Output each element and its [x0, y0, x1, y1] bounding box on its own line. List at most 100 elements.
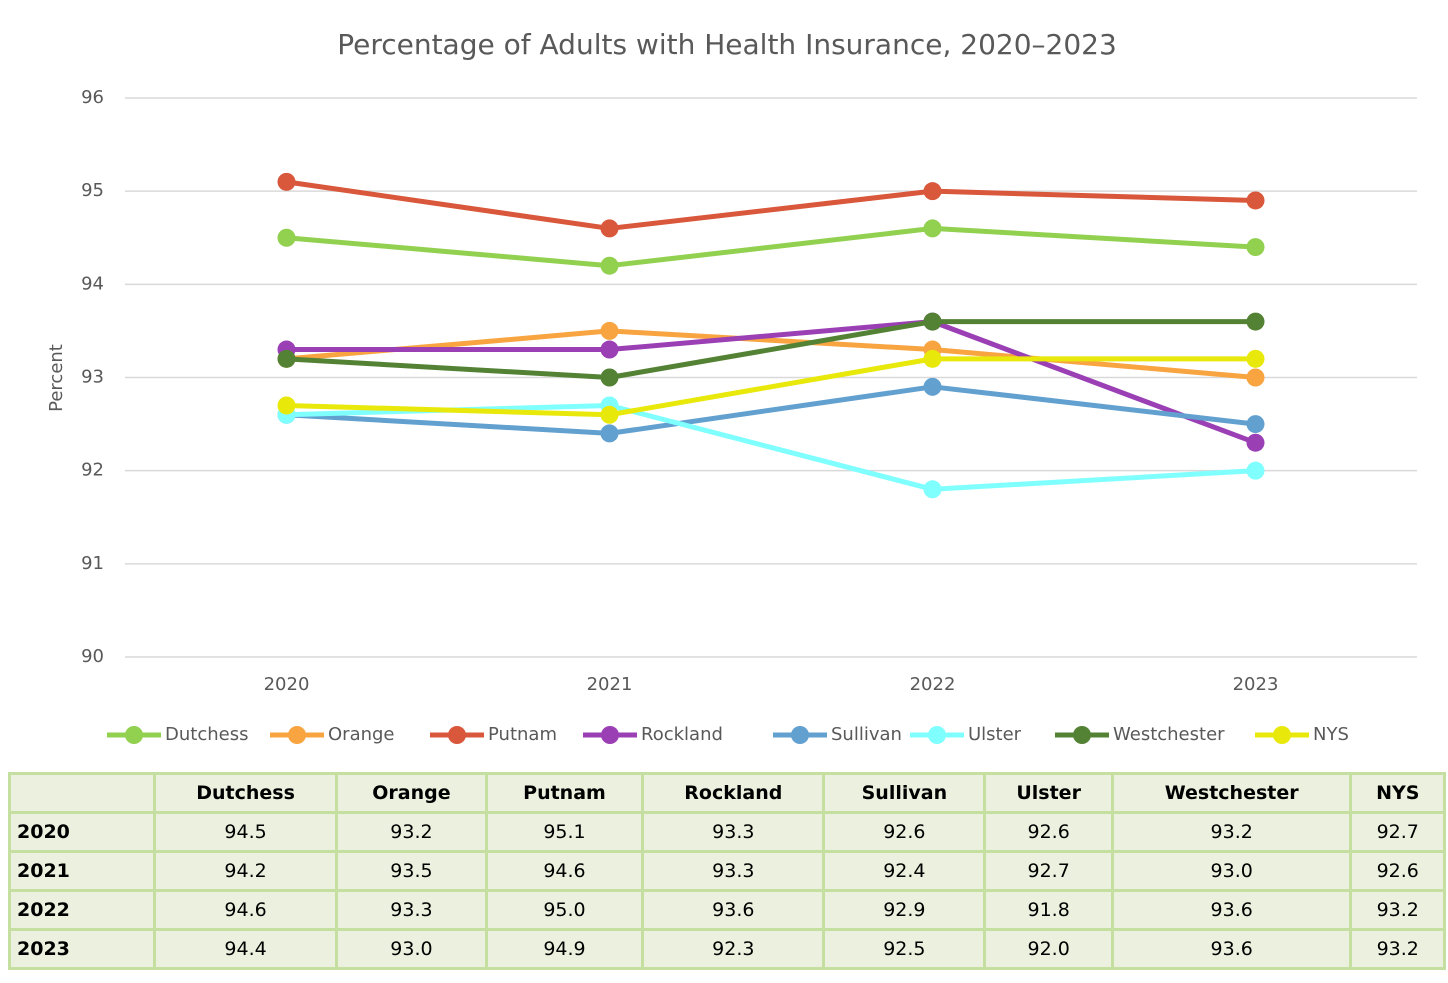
- table-cell: 94.9: [484, 928, 645, 970]
- series-marker: [923, 312, 942, 331]
- row-header: 2021: [8, 850, 156, 892]
- table-cell: 93.6: [1110, 928, 1353, 970]
- x-tick-label: 2021: [587, 674, 633, 695]
- column-header: Rockland: [641, 772, 826, 814]
- series-line: [286, 356, 1256, 418]
- series-marker: [1246, 312, 1265, 331]
- series-marker: [1246, 368, 1265, 387]
- y-tick-label: 93: [81, 367, 104, 388]
- table-cell: 94.4: [152, 928, 339, 970]
- table-cell: 94.5: [152, 811, 339, 853]
- series-marker: [600, 368, 619, 387]
- legend-label: Orange: [328, 724, 395, 745]
- series-marker: [1246, 415, 1265, 434]
- series-marker: [1246, 461, 1265, 480]
- column-header: Westchester: [1110, 772, 1353, 814]
- legend-label: Sullivan: [831, 724, 902, 745]
- y-tick-label: 94: [81, 273, 104, 294]
- chart-title: Percentage of Adults with Health Insuran…: [337, 28, 1117, 61]
- series-marker: [277, 228, 296, 247]
- series-marker: [277, 396, 296, 415]
- corner-cell: [8, 772, 156, 814]
- series-marker: [600, 405, 619, 424]
- table-cell: 92.7: [1349, 811, 1446, 853]
- table-cell: 93.6: [1110, 889, 1353, 931]
- series-line: [286, 319, 1257, 446]
- y-tick-label: 92: [81, 460, 104, 481]
- y-axis-label: Percent: [46, 344, 67, 412]
- table-row: 2021 94.2 93.5 94.6 93.3 92.4 92.7 93.0 92.6: [8, 850, 1446, 892]
- column-header: Orange: [335, 772, 488, 814]
- column-header: Putnam: [484, 772, 645, 814]
- table-cell: 94.6: [484, 850, 645, 892]
- table-cell: 92.7: [983, 850, 1114, 892]
- row-header: 2023: [8, 928, 156, 970]
- table-cell: 92.9: [822, 889, 987, 931]
- table-cell: 92.6: [983, 811, 1114, 853]
- series-marker: [600, 256, 619, 275]
- table-cell: 93.2: [1110, 811, 1353, 853]
- series-marker: [1246, 191, 1265, 210]
- series-marker: [923, 219, 942, 238]
- table-row: 2022 94.6 93.3 95.0 93.6 92.9 91.8 93.6 93.2: [8, 889, 1446, 931]
- series-line: [286, 328, 1256, 380]
- column-header: Sullivan: [822, 772, 987, 814]
- data-table: Dutchess Orange Putnam Rockland Sullivan Ulst…: [8, 772, 1446, 970]
- table-cell: 93.2: [1349, 889, 1446, 931]
- legend-label: Putnam: [488, 724, 557, 745]
- legend-label: Ulster: [968, 724, 1022, 745]
- legend-label: Rockland: [641, 724, 723, 745]
- series-line: [286, 319, 1256, 380]
- table-cell: 93.2: [1349, 928, 1446, 970]
- table-cell: 93.3: [335, 889, 488, 931]
- table-cell: 91.8: [983, 889, 1114, 931]
- chart: Percentage of Adults with Health Insuran…: [46, 28, 1417, 745]
- row-header: 2022: [8, 889, 156, 931]
- x-tick-label: 2023: [1233, 674, 1279, 695]
- table-header: Dutchess Orange Putnam Rockland Sullivan Ulst…: [8, 772, 1446, 814]
- table-cell: 92.5: [822, 928, 987, 970]
- table-cell: 92.0: [983, 928, 1114, 970]
- legend-marker: [1073, 726, 1091, 744]
- legend-marker: [125, 726, 143, 744]
- series-marker: [1246, 349, 1265, 368]
- series-marker: [277, 172, 296, 191]
- series-line: [286, 179, 1256, 231]
- x-tick-label: 2022: [910, 674, 956, 695]
- table-row: 2023 94.4 93.0 94.9 92.3 92.5 92.0 93.6 93.2: [8, 928, 1446, 970]
- table-cell: 94.6: [152, 889, 339, 931]
- table-cell: 93.2: [335, 811, 488, 853]
- series-marker: [600, 340, 619, 359]
- series-line: [286, 225, 1256, 269]
- series-marker: [600, 424, 619, 443]
- table-cell: 92.3: [641, 928, 826, 970]
- table-cell: 94.2: [152, 850, 339, 892]
- table-cell: 92.4: [822, 850, 987, 892]
- table-cell: 93.0: [335, 928, 488, 970]
- table-cell: 93.3: [641, 850, 826, 892]
- legend-marker: [791, 726, 809, 744]
- table-row: 2020 94.5 93.2 95.1 93.3 92.6 92.6 93.2 92.7: [8, 811, 1446, 853]
- series-marker: [923, 377, 942, 396]
- series-marker: [600, 321, 619, 340]
- legend-marker: [448, 726, 466, 744]
- y-tick-label: 96: [81, 87, 104, 108]
- series-marker: [1246, 433, 1265, 452]
- legend-marker: [601, 726, 619, 744]
- table-cell: 93.5: [335, 850, 488, 892]
- y-tick-label: 91: [81, 553, 104, 574]
- series-marker: [923, 182, 942, 201]
- column-header: NYS: [1349, 772, 1446, 814]
- series-line: [286, 402, 1256, 492]
- legend-label: Westchester: [1113, 724, 1225, 745]
- x-tick-label: 2020: [264, 674, 310, 695]
- legend-label: Dutchess: [165, 724, 248, 745]
- series-line: [286, 384, 1256, 436]
- table-cell: 95.0: [484, 889, 645, 931]
- column-header: Ulster: [983, 772, 1114, 814]
- legend-label: NYS: [1313, 724, 1349, 745]
- series-marker: [1246, 238, 1265, 257]
- series-marker: [277, 349, 296, 368]
- table-cell: 93.0: [1110, 850, 1353, 892]
